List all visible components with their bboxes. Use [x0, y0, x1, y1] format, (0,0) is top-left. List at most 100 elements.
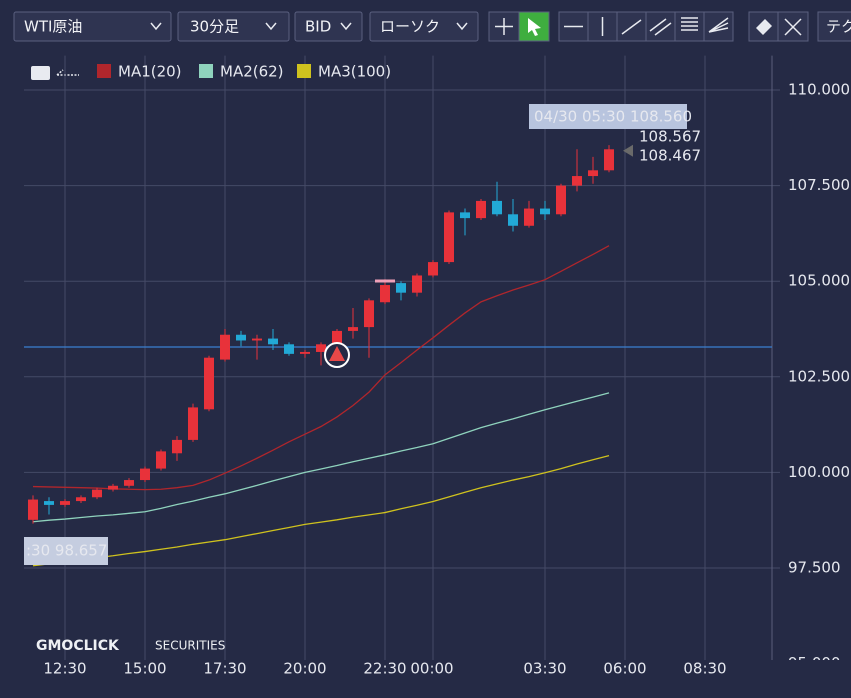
comment-icon[interactable] — [31, 66, 50, 80]
candle-body — [476, 200, 486, 219]
x-tick-label: 06:00 — [603, 660, 646, 678]
candle-body — [348, 327, 358, 331]
candle-body — [492, 200, 502, 215]
candle-body — [220, 334, 230, 360]
y-tick-label: 102.500 — [788, 367, 850, 385]
candle-body — [412, 275, 422, 293]
candle-body — [204, 357, 214, 410]
toolbar: WTI原油 30分足 BID ローソク テク — [13, 11, 851, 42]
price-pointer — [623, 144, 633, 157]
candle-body — [172, 439, 182, 454]
legend-swatch — [199, 64, 213, 78]
trendline-icon — [621, 19, 642, 35]
candle-body — [364, 300, 374, 328]
candle-body — [28, 499, 38, 520]
candle-body — [380, 285, 390, 303]
x-tick-label: 12:30 — [43, 660, 86, 678]
fibo-retrace-icon — [681, 17, 698, 31]
technical-label: テク — [826, 18, 851, 36]
y-tick-label: 110.000 — [788, 81, 850, 99]
fibo-fan-button[interactable] — [703, 11, 734, 42]
fibo-fan-icon — [708, 17, 729, 33]
legend-label: MA1(20) — [118, 63, 182, 81]
ask-price: 108.567 — [639, 128, 701, 146]
brand-sub: SECURITIES — [155, 639, 225, 653]
last-price-box — [529, 104, 687, 129]
style-select[interactable] — [369, 11, 479, 42]
x-tick-label: 22:30 — [363, 660, 406, 678]
candle-body — [556, 185, 566, 215]
symbol-select[interactable] — [13, 11, 172, 42]
legend-swatch — [97, 64, 111, 78]
candle-body — [508, 214, 518, 226]
timeframe-select[interactable] — [177, 11, 290, 42]
vline-button[interactable] — [587, 11, 618, 42]
first-price-box — [24, 537, 108, 565]
chevron — [150, 22, 162, 31]
x-tick-label: 03:30 — [523, 660, 566, 678]
plot: 95.00097.500100.000102.500105.000107.500… — [0, 55, 851, 698]
delete-all-icon — [784, 18, 802, 36]
style-label: ローソク — [380, 18, 440, 36]
brand: GMOCLICK — [36, 638, 120, 654]
time-axis — [0, 660, 851, 698]
y-tick-label: 107.500 — [788, 176, 850, 194]
x-tick-label: 00:00 — [410, 660, 453, 678]
candle-body — [76, 497, 86, 502]
candle-body — [332, 330, 342, 345]
legend-label: MA3(100) — [318, 63, 391, 81]
bid-price: 108.467 — [639, 147, 701, 165]
crosshair-icon — [495, 18, 513, 35]
symbol-label: WTI原油 — [24, 18, 82, 36]
candle-body — [444, 212, 454, 263]
candle-body — [44, 501, 54, 505]
channel-button[interactable] — [645, 11, 676, 42]
candle-body — [572, 176, 582, 186]
candle-body — [236, 334, 246, 341]
signal-triangle — [329, 346, 345, 361]
x-tick-label: 15:00 — [123, 660, 166, 678]
side-label: BID — [305, 18, 331, 36]
candle-body — [124, 480, 134, 486]
technical-button[interactable] — [817, 11, 851, 42]
side-select[interactable] — [294, 11, 363, 42]
candle-body — [268, 338, 278, 345]
ma-line — [32, 454, 610, 567]
candle-body — [284, 344, 294, 354]
y-tick-label: 105.000 — [788, 272, 850, 290]
ma-line — [32, 245, 610, 491]
candle-body — [540, 208, 550, 215]
candle-body — [588, 170, 598, 177]
y-tick-label: 97.500 — [788, 559, 841, 577]
channel-icon — [649, 18, 672, 36]
eraser-icon — [756, 19, 772, 35]
candle-body — [156, 451, 166, 469]
last-price-label: 04/30 05:30 108.560 — [534, 108, 692, 126]
candle-body — [92, 489, 102, 498]
arrow-icon[interactable] — [56, 69, 79, 76]
candle-body — [428, 262, 438, 276]
candle-body — [316, 344, 326, 352]
legend-swatch — [297, 64, 311, 78]
timeframe-label: 30分足 — [190, 18, 239, 36]
candle-body — [140, 468, 150, 481]
candle-body — [524, 208, 534, 226]
pointer-icon — [528, 18, 541, 36]
ma-line — [32, 392, 610, 523]
candle-body — [460, 212, 470, 219]
candle-body — [604, 149, 614, 171]
chevron — [265, 22, 277, 31]
candle-body — [108, 485, 118, 490]
first-price-label: :30 98.657 — [26, 542, 107, 560]
chevron — [340, 22, 352, 31]
legend — [31, 66, 79, 80]
candle-body — [188, 407, 198, 440]
candle-body — [396, 283, 406, 293]
x-tick-label: 17:30 — [203, 660, 246, 678]
x-tick-label: 08:30 — [683, 660, 726, 678]
y-tick-label: 100.000 — [788, 463, 850, 481]
candle-body — [60, 501, 70, 505]
